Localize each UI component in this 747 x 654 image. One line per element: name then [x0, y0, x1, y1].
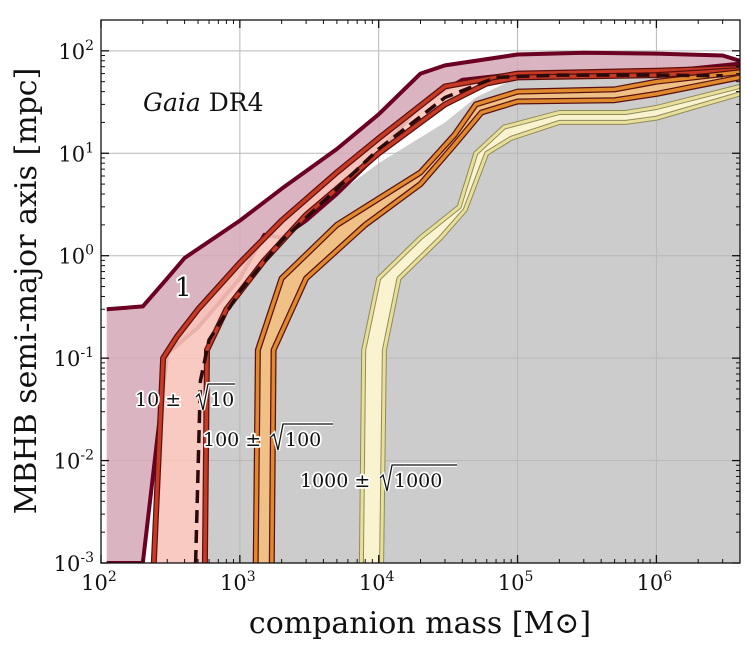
band-label-10-pre: 10 ±: [135, 389, 181, 411]
band-1000-1000: [358, 83, 740, 563]
radical-sign: [379, 464, 457, 492]
x-tick-label: 106: [637, 569, 673, 595]
band-100-100: [252, 69, 740, 563]
y-tick-label: 10-1: [54, 345, 94, 371]
band-upper-edge: [106, 50, 740, 312]
chart-title-rest: DR4: [201, 88, 264, 117]
band-upper-edge: [359, 84, 740, 563]
svg-text:1000 ±: 1000 ±: [300, 470, 370, 492]
band-lower-edge: [270, 75, 740, 563]
y-tick-label: 101: [58, 140, 94, 166]
band-label-10-rad: 10: [210, 389, 234, 411]
band-upper-edge: [253, 70, 740, 563]
x-tick-label: 102: [81, 569, 117, 595]
y-tick-label: 10-2: [54, 448, 94, 474]
band-label-100: 100 ± 100: [201, 422, 333, 453]
radical-sign: [195, 383, 235, 411]
band-upper-edge: [152, 66, 740, 563]
band-label-1000: 1000 ± 1000: [298, 463, 457, 494]
svg-text:10 ±: 10 ±: [135, 389, 181, 411]
chart-title: Gaia DR4: [143, 88, 264, 117]
median-line: [193, 73, 723, 563]
plot-frame: [100, 19, 741, 564]
radical-sign: [270, 423, 333, 451]
band-lower-edge: [380, 92, 740, 563]
svg-text:1000: 1000: [394, 470, 442, 492]
x-tick-label: 104: [359, 569, 395, 595]
x-tick-label: 103: [220, 569, 256, 595]
band-label-1000-pre: 1000 ±: [300, 470, 370, 492]
y-tick-label: 10-3: [54, 550, 94, 576]
x-axis-label: companion mass [M⊙]: [249, 606, 591, 641]
svg-text:10: 10: [210, 389, 234, 411]
band-label-1000-rad: 1000: [394, 470, 442, 492]
band-label-10: 10 ± 10: [133, 382, 236, 413]
band-label-1: 1: [175, 273, 192, 303]
svg-text:100: 100: [285, 429, 321, 451]
y-tick-label: 100: [58, 243, 94, 269]
band-label-100-pre: 100 ±: [203, 429, 261, 451]
x-tick-label: 105: [498, 569, 534, 595]
y-axis-label: MBHB semi-major axis [mpc]: [9, 68, 44, 515]
chart-title-italic: Gaia: [143, 88, 201, 117]
y-tick-label: 102: [58, 38, 94, 64]
svg-text:100 ±: 100 ±: [203, 429, 261, 451]
excluded-region: [203, 66, 740, 563]
band-label-100-rad: 100: [285, 429, 321, 451]
